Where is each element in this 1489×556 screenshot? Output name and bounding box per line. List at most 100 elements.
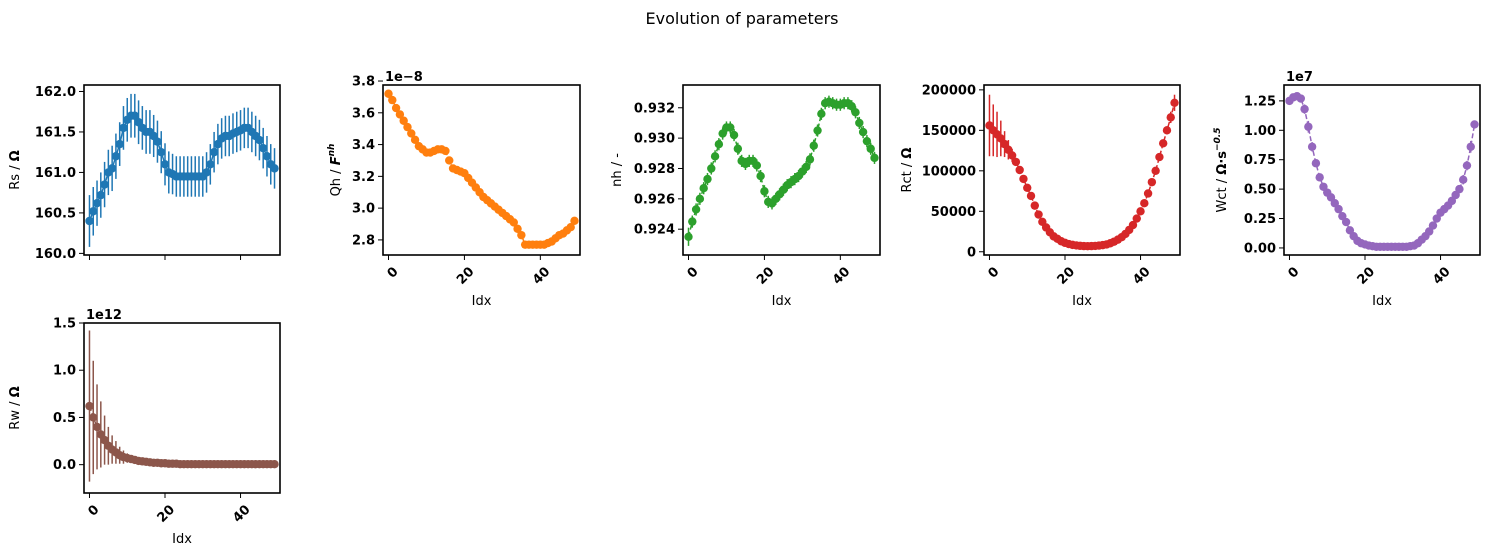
rs-ytick-label: 162.0: [35, 85, 76, 100]
rw-point: [270, 459, 279, 469]
rs-ytick-label: 161.5: [35, 125, 76, 140]
wct-point: [1304, 122, 1313, 131]
wct-ytick-label: 0.00: [1244, 241, 1276, 256]
nh-point: [710, 152, 720, 161]
rct-axes-frame: [983, 84, 1181, 256]
rct-xtick-label: 0: [986, 264, 1003, 281]
rs-point: [157, 147, 166, 157]
nh-ylabel: nh / -: [610, 153, 625, 187]
nh-xtick-label: 40: [830, 264, 853, 287]
wct-point: [1334, 204, 1343, 214]
wct-point: [1307, 142, 1317, 151]
rs-point: [85, 216, 94, 226]
rct-ylabel: Rct / Ω: [900, 148, 915, 193]
panel-wct: 0.00 0.25 0.50 0.75 1.00 1.25 0 20 40 Idx Wct / Ω·…: [1213, 70, 1481, 309]
nh-point: [809, 141, 818, 150]
nh-xtick-label: 20: [754, 264, 777, 287]
rct-point: [1143, 189, 1153, 198]
rct-xtick-label: 40: [1130, 264, 1153, 287]
qh-point: [570, 216, 579, 226]
qh-ytick-label: 3.8: [352, 75, 375, 90]
wct-point: [1341, 217, 1351, 227]
wct-point: [1315, 173, 1324, 182]
nh-ytick-label: 0.926: [634, 192, 675, 207]
wct-point: [1470, 120, 1479, 129]
rw-xlabel: Idx: [172, 532, 192, 547]
qh-xtick-label: 0: [385, 264, 402, 281]
wct-point: [1462, 161, 1472, 170]
nh-point: [707, 164, 716, 173]
wct-point: [1428, 221, 1438, 230]
rw-xtick-label: 20: [155, 502, 178, 525]
qh-ytick-label: 3.0: [352, 202, 375, 217]
qh-plot-area: [384, 89, 579, 249]
nh-point: [718, 129, 727, 138]
qh-point: [407, 129, 416, 138]
wct-xtick-label: 0: [1286, 264, 1303, 281]
qh-point: [566, 222, 575, 232]
rs-point: [255, 135, 264, 145]
rs-point: [111, 152, 121, 161]
panel-rct: 0 50000 100000 150000 200000 0 20 40 Idx Rct / Ω: [900, 83, 1181, 309]
qh-point: [388, 95, 397, 105]
nh-plot-area: [684, 95, 879, 246]
wct-ytick-label: 1.25: [1244, 94, 1276, 109]
rct-point: [1011, 157, 1021, 167]
rct-point: [1140, 198, 1149, 208]
wct-axes-frame: [1283, 84, 1481, 256]
rw-ylabel: Rw / Ω: [8, 386, 23, 429]
rw-ytick-label: 1.5: [53, 317, 76, 332]
qh-xlabel: Idx: [472, 294, 492, 309]
rct-point: [1147, 177, 1157, 187]
rs-point: [258, 143, 268, 153]
qh-ytick-label: 2.8: [352, 233, 375, 248]
rs-point: [202, 168, 211, 177]
rct-xlabel: Idx: [1072, 294, 1092, 309]
rct-point: [1158, 139, 1168, 148]
rct-point: [1151, 166, 1160, 176]
rct-plot-area: [985, 94, 1179, 251]
nh-point: [733, 144, 743, 153]
qh-series-line: [387, 93, 576, 246]
qh-offset-text: 1e−8: [385, 70, 423, 85]
rs-point: [107, 164, 117, 173]
qh-ylabel: Qh / Fnh: [327, 144, 344, 197]
rw-point: [92, 422, 102, 432]
qh-point: [391, 103, 401, 113]
rct-point: [1170, 98, 1179, 108]
rs-point: [100, 180, 109, 189]
rw-point: [85, 401, 94, 411]
qh-point: [517, 230, 526, 240]
wct-ytick-label: 1.00: [1244, 124, 1276, 139]
rw-ytick-label: 1.0: [53, 364, 76, 379]
nh-point: [684, 232, 693, 241]
rs-point: [115, 139, 124, 149]
wct-offset-text: 1e7: [1286, 70, 1313, 85]
wct-xlabel: Idx: [1372, 294, 1392, 309]
qh-point: [441, 146, 450, 156]
wct-point: [1311, 159, 1321, 168]
rct-ytick-label: 0: [967, 245, 976, 260]
wct-ytick-label: 0.75: [1244, 153, 1276, 168]
nh-ytick-label: 0.924: [634, 223, 675, 238]
nh-point: [813, 126, 822, 135]
wct-ytick-label: 0.50: [1244, 183, 1276, 198]
wct-point: [1296, 94, 1306, 103]
rct-point: [1034, 210, 1043, 219]
nh-point: [699, 184, 708, 193]
qh-axes-frame: [382, 84, 581, 256]
rw-axes-frame: [83, 322, 281, 494]
wct-point: [1466, 142, 1475, 151]
rct-point: [1023, 183, 1032, 193]
nh-point: [805, 155, 815, 164]
rw-xtick-label: 0: [86, 502, 103, 519]
rs-point: [119, 123, 128, 133]
figure-title: Evolution of parameters: [646, 9, 839, 28]
nh-point: [726, 123, 735, 132]
rs-point: [92, 198, 102, 208]
qh-ytick-label: 3.6: [352, 106, 375, 121]
wct-plot-area: [1285, 91, 1479, 251]
panel-nh: 0.924 0.926 0.928 0.930 0.932 0 20 40 Idx nh / -: [610, 84, 881, 309]
nh-point: [817, 109, 826, 119]
